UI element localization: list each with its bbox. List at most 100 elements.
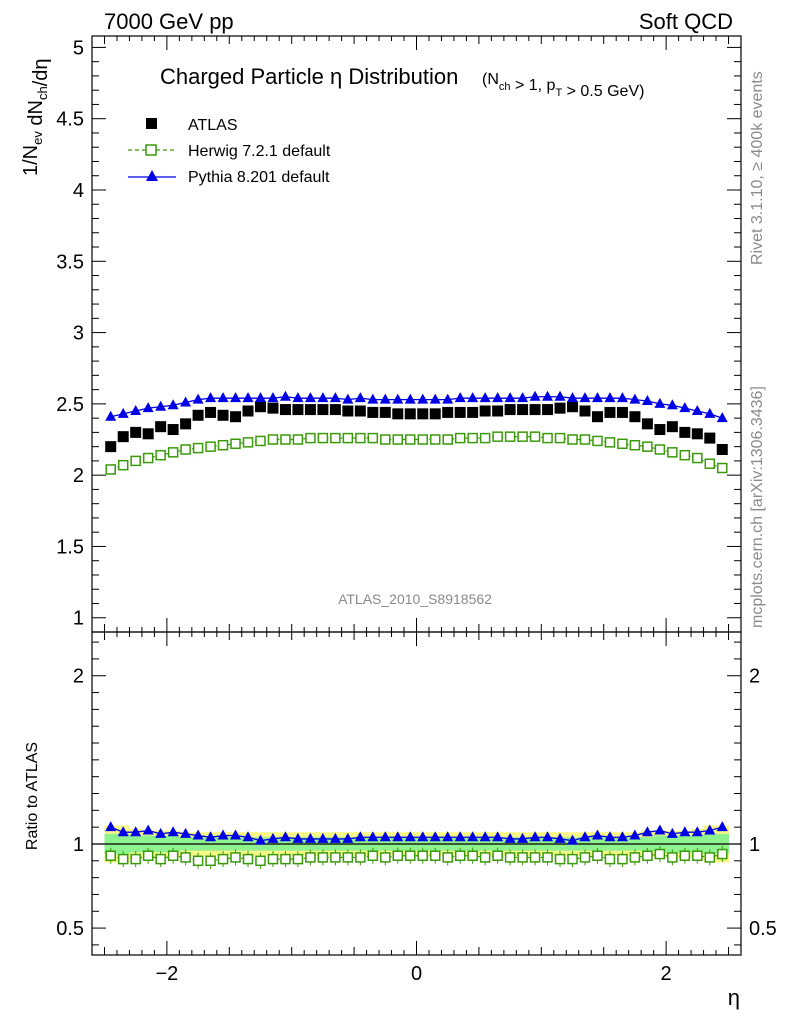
pythia-point: [454, 392, 466, 403]
pythia-point: [279, 390, 291, 401]
rivet-label: Rivet 3.1.10, ≥ 400k events: [749, 71, 766, 265]
pythia-ratio-point: [105, 821, 117, 832]
pythia-ratio-point: [155, 827, 167, 838]
pythia-point: [392, 393, 404, 404]
atlas-point: [467, 406, 479, 418]
herwig-point: [367, 432, 379, 444]
atlas-point: [230, 411, 242, 423]
pythia-point: [629, 393, 641, 404]
ratio-y-tick-label: 2: [73, 666, 84, 688]
atlas-point: [517, 404, 529, 416]
pythia-ratio-point: [429, 831, 441, 842]
pythia-ratio-point: [367, 831, 379, 842]
herwig-point: [417, 434, 428, 445]
herwig-point: [554, 432, 566, 444]
chart-title: Charged Particle η Distribution: [160, 64, 458, 89]
herwig-ratio-point: [667, 852, 678, 863]
herwig-ratio-point: [405, 850, 416, 861]
pythia-ratio-point: [691, 826, 703, 837]
main-axes: 1 1.5 2 2.5 3 3.5 4 4.5 5: [56, 35, 742, 633]
pythia-ratio-point: [629, 829, 641, 840]
pythia-ratio-point: [329, 832, 341, 843]
herwig-point: [180, 444, 191, 455]
atlas-point: [205, 406, 217, 418]
herwig-point: [280, 434, 291, 445]
herwig-ratio-point: [529, 852, 541, 863]
pythia-ratio-point: [279, 831, 291, 842]
atlas-point: [616, 406, 628, 418]
pythia-point: [442, 393, 454, 404]
pythia-point: [429, 393, 441, 404]
pythia-point: [155, 400, 167, 411]
herwig-point: [242, 437, 254, 448]
main-data-marks: [105, 390, 728, 475]
pythia-point: [292, 392, 304, 403]
atlas-point: [542, 404, 554, 416]
pythia-point: [417, 393, 429, 404]
pythia-ratio-point: [517, 832, 529, 843]
atlas-point: [117, 431, 129, 443]
analysis-watermark: ATLAS_2010_S8918562: [338, 591, 492, 607]
y-tick-label: 4.5: [56, 109, 84, 131]
pythia-ratio-point: [454, 831, 466, 842]
herwig-ratio-point: [392, 850, 404, 861]
herwig-point: [629, 439, 641, 451]
herwig-ratio-point: [629, 852, 641, 863]
pythia-ratio-point: [142, 824, 154, 835]
pythia-point: [704, 407, 716, 418]
pythia-ratio-point: [342, 832, 354, 843]
herwig-ratio-point: [105, 850, 116, 861]
herwig-point: [167, 447, 179, 458]
pythia-point: [579, 392, 591, 403]
atlas-point: [529, 404, 541, 416]
y-tick-label: 1: [73, 608, 84, 630]
pythia-point: [317, 392, 329, 403]
atlas-point: [267, 402, 279, 414]
herwig-ratio-point: [205, 855, 216, 867]
herwig-ratio-point: [642, 850, 653, 861]
y-tick-label: 4: [73, 180, 84, 202]
herwig-ratio-point: [330, 852, 341, 863]
legend: ATLAS Herwig 7.2.1 default Pythia 8.201 …: [128, 117, 331, 186]
pythia-ratio-point: [529, 831, 541, 842]
atlas-point: [417, 408, 429, 420]
atlas-point: [591, 411, 603, 423]
herwig-point: [542, 432, 553, 444]
herwig-point: [679, 449, 691, 461]
herwig-point: [667, 447, 678, 458]
atlas-point: [379, 406, 391, 418]
pythia-point: [529, 390, 541, 401]
pythia-point: [205, 392, 217, 403]
atlas-point: [254, 401, 266, 413]
herwig-point: [217, 439, 229, 451]
ratio-axes: 0.5 0.5 1 1 2 2 −2 0 2: [56, 631, 777, 985]
herwig-ratio-point: [117, 853, 129, 865]
pythia-point: [142, 402, 154, 413]
ratio-y-tick-label: 0.5: [56, 918, 84, 940]
pythia-ratio-point: [304, 832, 316, 843]
herwig-ratio-point: [517, 852, 528, 863]
herwig-point: [392, 434, 404, 445]
pythia-ratio-point: [704, 824, 716, 835]
herwig-ratio-point: [167, 850, 179, 861]
atlas-point: [142, 428, 154, 440]
legend-pythia-label: Pythia 8.201 default: [188, 169, 330, 186]
pythia-ratio-point: [404, 831, 416, 842]
herwig-ratio-point: [567, 853, 578, 865]
pythia-ratio-point: [267, 832, 279, 843]
pythia-ratio-point: [217, 829, 229, 840]
herwig-point: [105, 464, 116, 475]
pythia-ratio-point: [392, 831, 404, 842]
atlas-point: [679, 426, 691, 438]
ratio-y-tick-label-right: 2: [749, 666, 760, 688]
atlas-point: [105, 441, 117, 453]
atlas-point: [629, 411, 641, 423]
herwig-point: [592, 435, 603, 447]
herwig-point: [504, 431, 516, 442]
herwig-point: [617, 438, 628, 450]
pythia-point: [230, 392, 242, 403]
atlas-point: [554, 402, 566, 414]
ratio-data-marks: [105, 821, 728, 869]
herwig-ratio-point: [317, 852, 329, 863]
herwig-ratio-point: [604, 853, 616, 865]
